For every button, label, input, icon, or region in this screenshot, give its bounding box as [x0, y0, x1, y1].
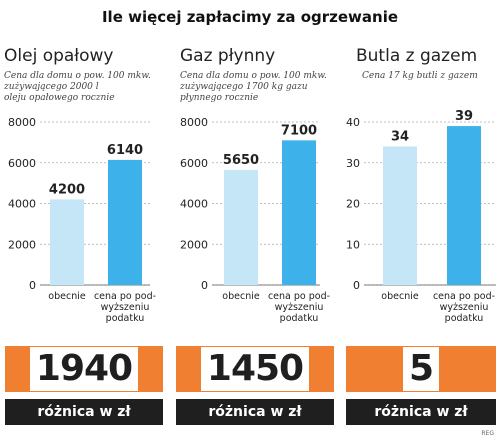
category-label: obecnie: [222, 291, 260, 302]
page-title: Ile więcej zapłacimy za ogrzewanie: [101, 8, 399, 26]
category-label: podatku: [106, 313, 145, 324]
panel-note-oil: Cena dla domu o pow. 100 mkw. zużywająceg…: [4, 71, 151, 103]
y-tick-label: 0: [29, 279, 36, 292]
category-label: podatku: [280, 313, 319, 324]
bar-value-label: 39: [455, 110, 473, 124]
chart-cylinder: 0 10 20 30 40 34 obecnie 39 cena po pod-wyższeni…: [346, 110, 496, 324]
bar: [108, 159, 142, 285]
y-tick-label: 2000: [8, 238, 36, 251]
y-tick-label: 40: [346, 116, 360, 129]
bar-value-label: 7100: [281, 123, 317, 138]
bar-value-label: 6140: [107, 143, 143, 158]
y-tick-label: 0: [353, 279, 360, 292]
y-tick-label: 0: [201, 279, 208, 292]
panel-title-oil: Olej opałowy: [4, 46, 114, 66]
category-label: obecnie: [48, 291, 86, 302]
category-label: wyższeniu: [275, 302, 324, 313]
y-tick-label: 6000: [8, 157, 36, 170]
difference-box-oil: 1940: [5, 346, 163, 392]
panel-note-lpg: Cena dla domu o pow. 100 mkw. zużywająceg…: [180, 71, 327, 103]
y-tick-label: 20: [346, 198, 360, 211]
y-tick-label: 8000: [8, 116, 36, 129]
y-tick-label: 10: [346, 238, 360, 251]
difference-value-lpg: 1450: [200, 347, 310, 391]
bar: [50, 199, 84, 285]
panel-title-lpg: Gaz płynny: [180, 46, 276, 66]
bar: [383, 146, 417, 285]
category-label: wyższeniu: [101, 302, 150, 313]
bar-value-label: 5650: [223, 153, 259, 168]
credit: REG: [481, 430, 494, 437]
category-label: obecnie: [381, 291, 419, 302]
y-tick-label: 4000: [8, 198, 36, 211]
chart-lpg: 0 2000 4000 6000 8000 5650 obecnie 7100 cena po …: [180, 116, 330, 324]
difference-label-oil: różnica w zł: [5, 399, 163, 425]
panel-note-cylinder: Cena 17 kg butli z gazem: [362, 71, 478, 81]
category-label: cena po pod-: [94, 291, 156, 302]
y-tick-label: 4000: [180, 198, 208, 211]
y-tick-label: 2000: [180, 238, 208, 251]
category-label: cena po pod-: [433, 291, 495, 302]
difference-box-lpg: 1450: [176, 346, 334, 392]
bar-value-label: 34: [391, 129, 409, 144]
difference-box-cylinder: 5: [346, 346, 496, 392]
y-tick-label: 8000: [180, 116, 208, 129]
bar: [224, 169, 258, 285]
difference-value-cylinder: 5: [402, 347, 440, 391]
panel-title-cylinder: Butla z gazem: [356, 46, 478, 66]
bar: [282, 140, 316, 285]
difference-label-lpg: różnica w zł: [176, 399, 334, 425]
bar-value-label: 4200: [49, 182, 85, 197]
category-label: podatku: [445, 313, 484, 324]
difference-label-cylinder: różnica w zł: [346, 399, 496, 425]
category-label: wyższeniu: [440, 302, 489, 313]
category-label: cena po pod-: [268, 291, 330, 302]
chart-oil: 0 2000 4000 6000 8000 4200 obecnie 6140 cena po …: [8, 116, 156, 324]
y-tick-label: 30: [346, 157, 360, 170]
bar: [447, 126, 481, 285]
y-tick-label: 6000: [180, 157, 208, 170]
difference-value-oil: 1940: [29, 347, 139, 391]
